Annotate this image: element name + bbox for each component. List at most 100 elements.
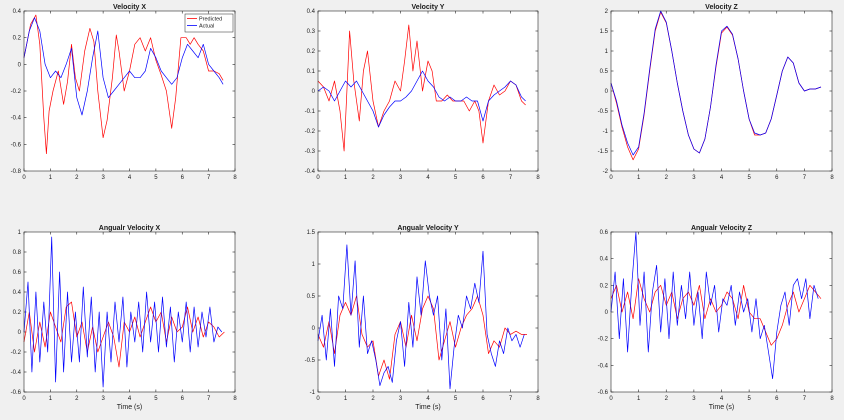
y-tick-label: -0.4	[11, 370, 22, 376]
y-tick-label: -0.3	[305, 149, 316, 155]
x-tick-label: 4	[426, 396, 430, 402]
x-tick-label: 3	[692, 396, 696, 402]
x-tick-label: 5	[747, 396, 751, 402]
chart-title: Velocity Z	[705, 4, 738, 11]
axes-frame	[23, 231, 236, 393]
x-tick-label: 8	[233, 175, 237, 181]
y-tick-label: 0.5	[600, 69, 609, 75]
y-tick-label: 1	[605, 49, 609, 55]
plot-area	[24, 232, 235, 392]
y-tick-label: 0.6	[600, 230, 609, 236]
x-tick-label: 4	[426, 175, 430, 181]
x-tick-label: 5	[154, 396, 158, 402]
y-tick-label: 0.3	[307, 29, 316, 35]
y-tick-label: 0	[18, 330, 22, 336]
axes-frame	[317, 10, 539, 172]
x-tick-label: 2	[371, 396, 375, 402]
x-tick-label: 2	[665, 396, 669, 402]
y-tick-label: -0.5	[598, 109, 609, 115]
y-tick-label: 0.8	[13, 250, 22, 256]
y-tick-label: 1.5	[307, 230, 316, 236]
series-line-actual	[317, 70, 526, 128]
x-tick-label: 6	[775, 396, 779, 402]
x-tick-label: 4	[128, 396, 132, 402]
plot-area	[24, 11, 235, 171]
chart-velocity-z: 0 1 2 3 4 5 6 7 8 -2 -1.5 -1 -0.5 0 0.5 1 1.5 2 Velocity Z	[598, 4, 835, 181]
y-tick-label: -0.4	[598, 363, 609, 369]
x-tick-label: 8	[830, 175, 834, 181]
series-line-actual	[23, 236, 223, 388]
x-tick-label: 6	[181, 175, 185, 181]
y-tick-label: 0.4	[600, 257, 609, 263]
x-tick-label: 1	[49, 396, 53, 402]
y-tick-label: 0.1	[307, 69, 316, 75]
x-tick-label: 0	[609, 175, 613, 181]
x-tick-label: 6	[181, 396, 185, 402]
x-tick-label: 7	[207, 396, 211, 402]
chart-title: Angualr Velocity X	[99, 225, 161, 232]
x-tick-label: 0	[316, 175, 320, 181]
series-line-actual	[610, 231, 819, 380]
chart-title: Velocity X	[113, 4, 146, 11]
y-tick-label: 1	[18, 230, 22, 236]
y-tick-label: 0.2	[13, 310, 22, 316]
x-tick-label: 8	[536, 396, 540, 402]
x-tick-label: 7	[803, 175, 807, 181]
x-tick-label: 2	[665, 175, 669, 181]
x-axis-label: Time (s)	[709, 404, 734, 411]
x-tick-label: 1	[344, 175, 348, 181]
y-tick-label: 0.4	[13, 290, 22, 296]
y-tick-label: -2	[603, 169, 609, 175]
y-tick-label: -1.5	[598, 149, 609, 155]
y-tick-label: -0.6	[11, 390, 22, 396]
plot-area	[318, 11, 538, 171]
x-tick-label: 6	[481, 175, 485, 181]
x-axis-label: Time (s)	[415, 404, 440, 411]
x-tick-label: 6	[775, 175, 779, 181]
legend-entry: Actual	[199, 24, 214, 30]
x-tick-label: 7	[509, 175, 513, 181]
x-tick-label: 0	[609, 396, 613, 402]
chart-angular-velocity-x: 0 1 2 3 4 5 6 7 8 -0.6 -0.4 -0.2 0 0.2 0.4 0.6 0.8 1 Angua…	[11, 225, 238, 411]
y-tick-label: 0.4	[307, 9, 316, 15]
series-line-actual	[610, 10, 822, 156]
y-tick-label: 0.5	[307, 294, 316, 300]
x-tick-label: 1	[637, 396, 641, 402]
y-tick-label: -0.4	[305, 169, 316, 175]
x-tick-label: 4	[720, 175, 724, 181]
x-tick-label: 7	[803, 396, 807, 402]
chart-angular-velocity-y: 0 1 2 3 4 5 6 7 8 -1 -0.5 0 0.5 1 1.5 Angualr Velocity …	[305, 225, 541, 411]
y-tick-label: -0.2	[305, 129, 316, 135]
series-line-actual	[317, 244, 525, 390]
x-tick-label: 5	[454, 396, 458, 402]
y-tick-label: 0.4	[13, 9, 22, 15]
axes-frame	[317, 231, 539, 393]
axes-frame	[610, 231, 833, 393]
x-tick-label: 0	[316, 396, 320, 402]
y-tick-label: -0.1	[305, 109, 316, 115]
y-tick-label: 0	[18, 62, 22, 68]
x-tick-label: 7	[509, 396, 513, 402]
series-line-predicted	[23, 14, 224, 155]
axes-frame	[610, 10, 833, 172]
plot-area	[611, 11, 832, 171]
x-tick-label: 5	[454, 175, 458, 181]
y-tick-label: -1	[603, 129, 609, 135]
y-tick-label: 0.2	[600, 283, 609, 289]
x-tick-label: 4	[128, 175, 132, 181]
chart-title: Angualr Velocity Y	[397, 225, 459, 232]
x-tick-label: 7	[207, 175, 211, 181]
y-tick-label: 0	[605, 310, 609, 316]
y-tick-label: -0.2	[11, 89, 22, 95]
x-tick-label: 2	[371, 175, 375, 181]
y-tick-label: -1	[310, 390, 316, 396]
chart-velocity-y: 0 1 2 3 4 5 6 7 8 -0.4 -0.3 -0.2 -0.1 0 0.1 0.2 0.3 0.4 Ve…	[305, 4, 541, 181]
y-tick-label: 1.5	[600, 29, 609, 35]
x-tick-label: 1	[344, 396, 348, 402]
plot-area	[318, 232, 538, 392]
y-tick-label: -0.5	[305, 358, 316, 364]
y-tick-label: 2	[605, 9, 609, 15]
axes-frame	[23, 10, 236, 172]
chart-angular-velocity-z: 0 1 2 3 4 5 6 7 8 -0.6 -0.4 -0.2 0 0.2 0.4 0.6 Angualr V…	[598, 225, 835, 411]
x-tick-label: 8	[536, 175, 540, 181]
